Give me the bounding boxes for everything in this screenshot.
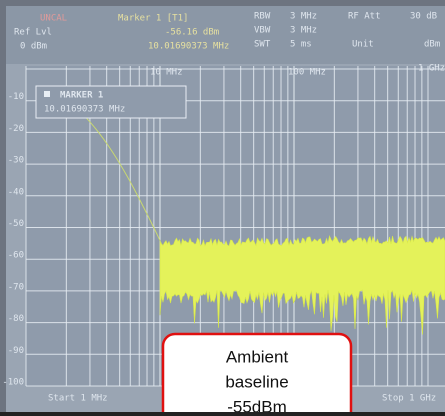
ref-value: 0 dBm	[20, 42, 47, 52]
ref-label: Ref Lvl	[14, 28, 52, 38]
marker-box	[35, 85, 187, 119]
y-label: -60	[8, 251, 24, 261]
y-label: -10	[8, 92, 24, 102]
status: UNCAL	[40, 14, 67, 24]
vbw-label: VBW	[254, 26, 271, 36]
header-panel	[6, 6, 445, 64]
callout-line: -55dBm	[227, 397, 287, 412]
unit-value: dBm	[424, 40, 440, 50]
marker-title: Marker 1 [T1]	[118, 14, 188, 24]
start-freq: Start 1 MHz	[48, 394, 108, 404]
rfatt-label: RF Att	[348, 12, 381, 22]
grid	[25, 66, 445, 387]
marker-box-value: 10.01690373 MHz	[44, 105, 125, 115]
y-label: -50	[8, 219, 24, 229]
y-label: -40	[8, 187, 24, 197]
x-label: 1 GHz	[418, 64, 445, 74]
marker-freq: 10.01690373 MHz	[148, 42, 229, 52]
rbw-label: RBW	[254, 12, 271, 22]
noise-floor	[159, 235, 445, 335]
stop-freq: Stop 1 GHz	[382, 394, 436, 404]
y-label: -30	[8, 156, 24, 166]
marker-level: -56.16 dBm	[165, 28, 219, 38]
y-label: -20	[8, 124, 24, 134]
header: UNCAL Ref Lvl 0 dBm Marker 1 [T1] -56.16…	[14, 12, 440, 52]
y-label: -80	[8, 314, 24, 324]
unit-label: Unit	[352, 40, 374, 50]
callout-line: Ambient	[226, 347, 289, 366]
y-label: -70	[8, 282, 24, 292]
marker-box-title: MARKER 1	[60, 91, 103, 101]
swt-label: SWT	[254, 40, 271, 50]
marker-icon	[44, 91, 50, 97]
rfatt-value: 30 dB	[410, 12, 437, 22]
swt-value: 5 ms	[290, 40, 312, 50]
callout-line: baseline	[225, 372, 288, 391]
y-label: -100	[2, 378, 24, 388]
y-label: -90	[8, 346, 24, 356]
vbw-value: 3 MHz	[290, 26, 317, 36]
y-labels: -10 -20 -30 -40 -50 -60 -70 -80 -90 -100	[2, 92, 24, 387]
rbw-value: 3 MHz	[290, 12, 317, 22]
x-label: 10 MHz	[150, 68, 183, 78]
callout-box	[161, 332, 353, 416]
x-label: 100 MHz	[288, 68, 326, 78]
